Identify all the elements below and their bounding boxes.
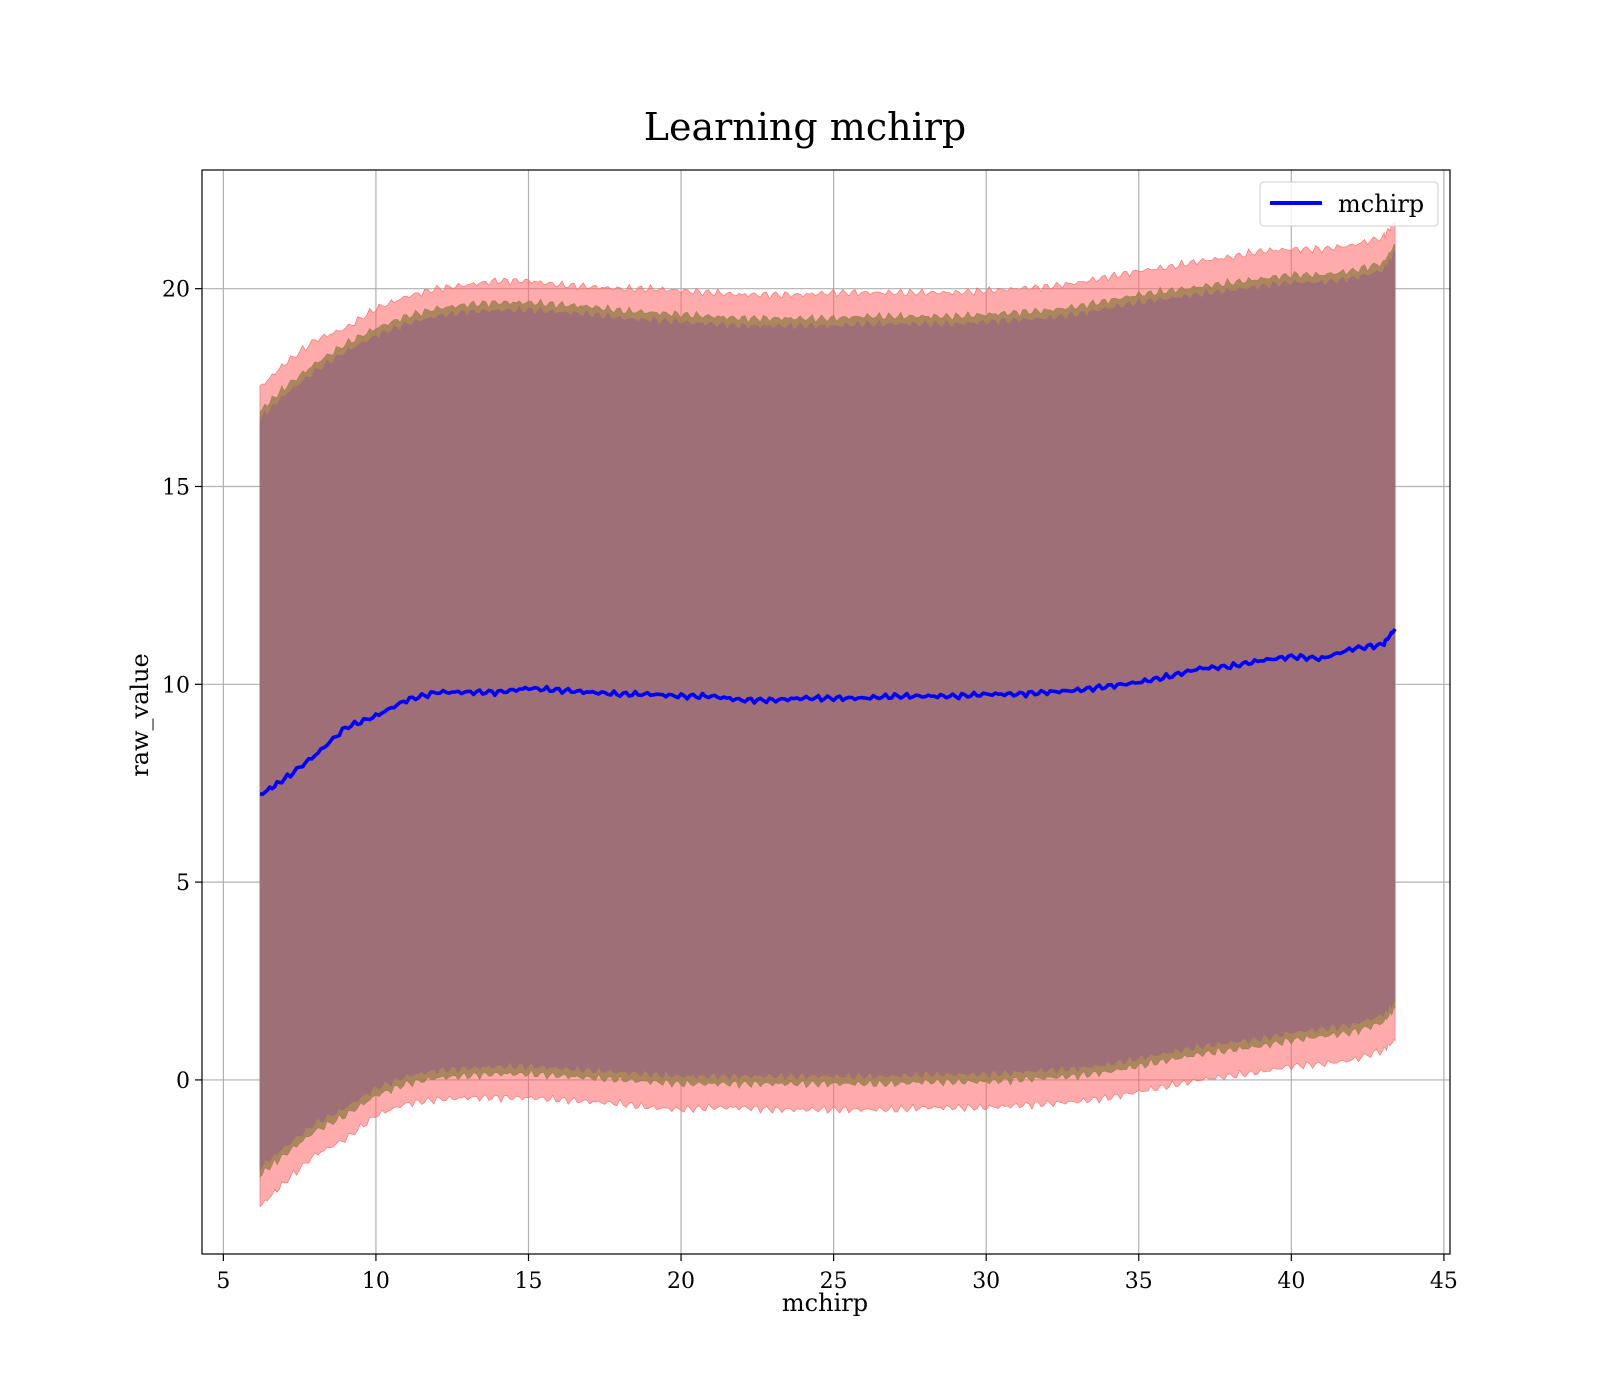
series-lines <box>259 627 1397 797</box>
chart-title: Learning mchirp <box>644 105 966 149</box>
y-tick-label: 20 <box>162 278 190 303</box>
y-tick-label: 15 <box>162 475 190 500</box>
plot-frame <box>201 169 1451 1255</box>
x-tick-label: 5 <box>216 1269 230 1294</box>
x-tick-label: 10 <box>362 1269 390 1294</box>
legend-label: mchirp <box>1338 190 1424 218</box>
x-tick-label: 15 <box>514 1269 542 1294</box>
legend-box <box>1259 181 1439 227</box>
x-tick-label: 30 <box>972 1269 1000 1294</box>
x-axis-label: mchirp <box>782 1289 868 1317</box>
y-tick-label: 10 <box>162 673 190 698</box>
confidence-bands <box>259 221 1396 1208</box>
x-tick-label: 45 <box>1430 1269 1458 1294</box>
x-tick-label: 20 <box>667 1269 695 1294</box>
series-line <box>259 627 1397 797</box>
x-tick-label: 40 <box>1277 1269 1305 1294</box>
y-tick-label: 0 <box>176 1069 190 1094</box>
x-tick-label: 35 <box>1125 1269 1153 1294</box>
legend: mchirp <box>1259 181 1439 227</box>
y-axis-label: raw_value <box>126 653 154 777</box>
band-area <box>259 249 1396 1171</box>
axis-ticks: 5 10 15 20 25 30 35 40 45 0 5 10 15 20 <box>162 278 1458 1294</box>
x-tick-label: 25 <box>820 1269 848 1294</box>
y-tick-label: 5 <box>176 871 190 896</box>
